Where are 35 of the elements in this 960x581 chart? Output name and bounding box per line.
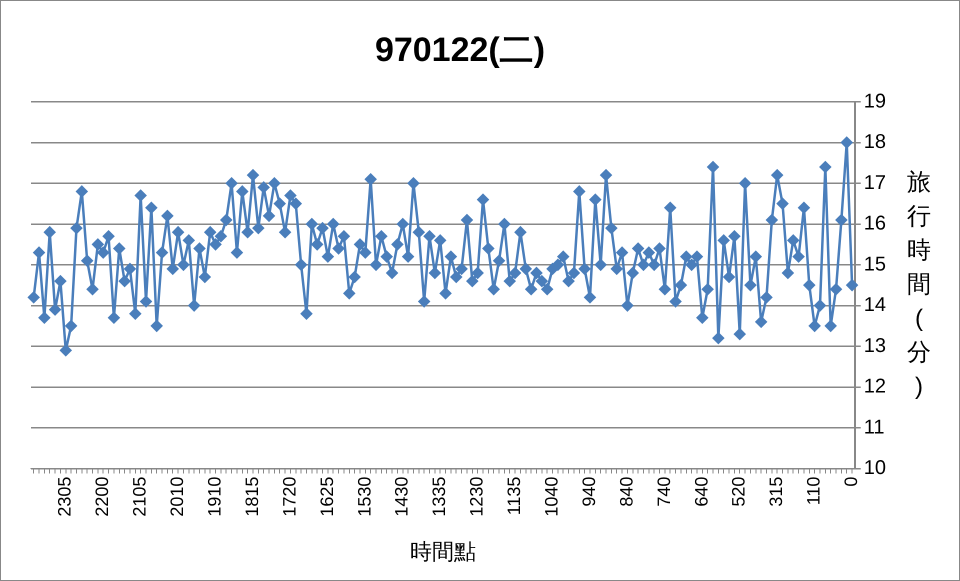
x-tick-label: 2200	[92, 476, 112, 517]
y-tick-label: 11	[864, 416, 885, 438]
x-tick-label: 1135	[504, 476, 524, 516]
x-tick-label: 1625	[316, 476, 337, 517]
x-tick-label: 740	[654, 476, 674, 507]
y-tick-label: 10	[864, 457, 886, 480]
y-tick-label: 13	[864, 334, 886, 357]
y-tick-label: 12	[864, 376, 886, 398]
y-tick-label: 16	[864, 212, 886, 235]
x-tick-label: 1430	[392, 476, 412, 517]
x-tick-label: 1335	[429, 476, 450, 517]
y-axis-title: 旅行時間(分)	[907, 168, 931, 400]
x-axis-title: 時間點	[410, 538, 476, 564]
x-tick-label: 1230	[466, 476, 487, 517]
x-tick-label: 640	[691, 476, 712, 507]
x-tick-label: 110	[804, 476, 824, 506]
x-tick-label: 520	[728, 476, 749, 507]
y-tick-label: 14	[864, 294, 886, 316]
x-tick-label: 315	[766, 476, 786, 507]
x-tick-label: 2105	[130, 476, 150, 517]
x-tick-label: 940	[578, 476, 599, 507]
x-tick-label: 1815	[242, 476, 262, 517]
y-tick-label: 18	[864, 131, 886, 154]
x-tick-label: 0	[841, 476, 862, 487]
x-tick-label: 1910	[204, 476, 225, 517]
x-tick-label: 2010	[167, 476, 188, 517]
x-tick-label: 2305	[54, 476, 75, 517]
x-tick-label: 1530	[354, 476, 374, 517]
chart-title: 970122(二)	[374, 30, 546, 69]
y-tick-label: 17	[864, 172, 886, 194]
x-tick-label: 840	[616, 476, 636, 507]
x-tick-label: 1720	[279, 476, 300, 517]
y-tick-label: 19	[864, 90, 886, 112]
y-tick-label: 15	[864, 253, 886, 276]
x-tick-label: 1040	[542, 476, 562, 517]
